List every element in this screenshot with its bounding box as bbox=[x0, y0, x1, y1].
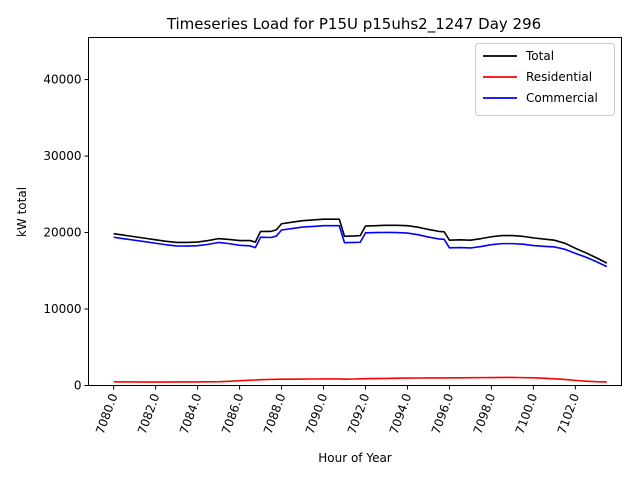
x-tick-label: 7086.0 bbox=[219, 392, 247, 436]
x-tick-label: 7098.0 bbox=[471, 392, 499, 436]
y-axis: 0 10000 20000 30000 40000 bbox=[43, 73, 89, 393]
x-tick-label: 7094.0 bbox=[387, 392, 415, 436]
x-tick-label: 7100.0 bbox=[513, 392, 541, 436]
series-line-commercial bbox=[113, 224, 608, 268]
y-axis-label: kW total bbox=[15, 187, 29, 237]
y-tick-label: 0 bbox=[74, 379, 82, 393]
x-tick-label: 7084.0 bbox=[177, 392, 205, 436]
y-tick-label: 10000 bbox=[43, 302, 81, 316]
chart-title: Timeseries Load for P15U p15uhs2_1247 Da… bbox=[166, 15, 541, 34]
plot-area bbox=[88, 37, 622, 386]
series-layer bbox=[113, 218, 608, 383]
series-line-residential bbox=[113, 376, 607, 383]
legend: Total Residential Commercial bbox=[475, 43, 615, 116]
x-tick-label: 7088.0 bbox=[261, 392, 289, 436]
legend-label-commercial: Commercial bbox=[526, 91, 598, 105]
x-axis: 7080.0 7082.0 7084.0 7086.0 7088.0 7090.0 7092… bbox=[93, 385, 583, 436]
x-tick-label: 7096.0 bbox=[429, 392, 457, 436]
x-tick-label: 7090.0 bbox=[303, 392, 331, 436]
legend-label-total: Total bbox=[525, 49, 554, 63]
plot-frame bbox=[88, 37, 622, 386]
y-tick-label: 20000 bbox=[43, 226, 81, 240]
x-tick-label: 7102.0 bbox=[555, 392, 583, 436]
x-tick-label: 7080.0 bbox=[93, 392, 121, 436]
x-tick-label: 7082.0 bbox=[135, 392, 163, 436]
series-line-total bbox=[113, 218, 608, 264]
y-tick-label: 40000 bbox=[43, 73, 81, 87]
x-axis-label: Hour of Year bbox=[318, 451, 392, 465]
y-tick-label: 30000 bbox=[43, 149, 81, 163]
legend-label-residential: Residential bbox=[526, 70, 592, 84]
x-tick-label: 7092.0 bbox=[345, 392, 373, 436]
